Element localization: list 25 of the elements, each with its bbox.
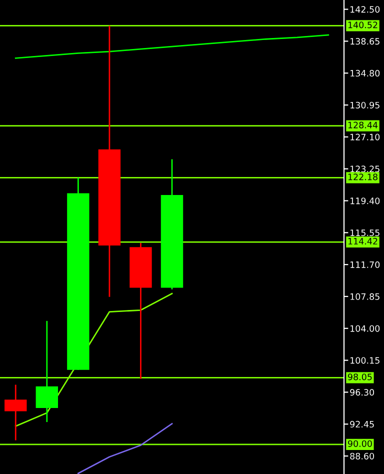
ref-line-label: 90.00 — [348, 440, 372, 447]
line-series — [77, 422, 173, 474]
ref-line-label: 128.44 — [348, 122, 378, 128]
y-tick-label: 130.95 — [350, 102, 380, 108]
y-tick-label: 111.70 — [350, 261, 380, 268]
line-series — [14, 34, 330, 59]
candlestick — [36, 320, 58, 423]
ref-line-label: 114.42 — [348, 238, 378, 244]
y-tick-label: 107.85 — [350, 293, 380, 300]
ref-line-label: 98.05 — [348, 374, 372, 380]
y-tick-label: 123.25 — [350, 166, 380, 172]
y-tick-label: 88.60 — [350, 452, 374, 460]
y-tick-label: 134.80 — [350, 70, 380, 77]
y-tick-label: 100.15 — [350, 357, 380, 364]
y-tick-label: 127.10 — [350, 134, 380, 140]
y-tick-label: 138.65 — [350, 38, 380, 45]
ref-line-label: 140.52 — [348, 22, 378, 28]
ref-line-label: 122.18 — [348, 174, 378, 180]
y-tick-label: 92.45 — [350, 420, 374, 428]
y-tick-label: 104.00 — [350, 325, 380, 332]
y-tick-label: 115.55 — [350, 230, 380, 236]
y-tick-label: 96.30 — [350, 389, 374, 396]
y-tick-label: 119.40 — [350, 198, 380, 204]
candlestick — [4, 384, 27, 441]
y-tick-label: 142.50 — [350, 6, 380, 13]
